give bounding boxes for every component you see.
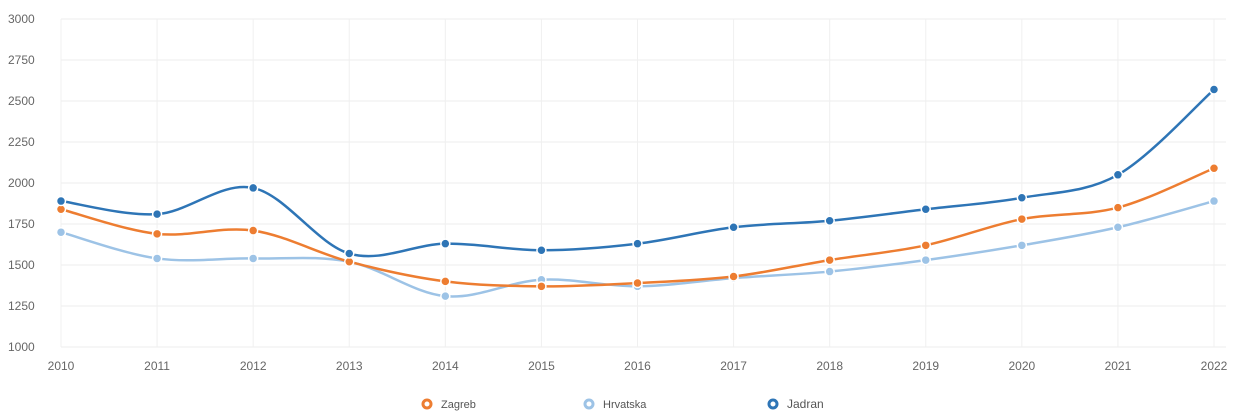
data-point[interactable] xyxy=(632,277,643,289)
y-tick-label: 1250 xyxy=(8,299,35,313)
data-point[interactable] xyxy=(920,240,931,251)
x-tick-label: 2021 xyxy=(1105,359,1132,373)
grid xyxy=(60,18,1226,348)
data-point[interactable] xyxy=(824,254,835,266)
x-tick-label: 2012 xyxy=(240,359,267,373)
y-tick-label: 1500 xyxy=(8,258,35,272)
y-tick-label: 2500 xyxy=(8,94,35,108)
legend-label: Jadran xyxy=(787,397,824,411)
legend-item-jadran[interactable]: Jadran xyxy=(767,397,824,411)
y-tick-label: 3000 xyxy=(8,12,35,26)
legend-marker-icon xyxy=(421,398,433,410)
data-point[interactable] xyxy=(1016,213,1028,225)
legend-item-zagreb[interactable]: Zagreb xyxy=(421,398,476,411)
data-point[interactable] xyxy=(1208,84,1220,95)
data-point[interactable] xyxy=(344,248,355,259)
data-point[interactable] xyxy=(1112,202,1124,213)
data-point[interactable] xyxy=(824,215,835,226)
data-point[interactable] xyxy=(440,238,451,249)
y-axis-ticks: 1000 1250 1500 1750 2000 2250 2500 2750 3000 xyxy=(8,12,35,354)
y-tick-label: 2250 xyxy=(8,135,35,149)
x-tick-label: 2018 xyxy=(816,359,843,373)
data-point[interactable] xyxy=(920,254,931,266)
data-point[interactable] xyxy=(440,290,451,302)
data-point[interactable] xyxy=(55,195,67,207)
data-point[interactable] xyxy=(920,203,931,215)
x-tick-label: 2010 xyxy=(48,359,75,373)
legend-item-hrvatska[interactable]: Hrvatska xyxy=(583,398,647,411)
data-point[interactable] xyxy=(1208,162,1220,174)
data-point[interactable] xyxy=(536,244,547,256)
series-jadran xyxy=(55,84,1220,259)
data-point[interactable] xyxy=(247,182,259,194)
data-point[interactable] xyxy=(151,228,163,240)
data-point[interactable] xyxy=(728,222,739,233)
x-tick-label: 2014 xyxy=(432,359,459,373)
data-point[interactable] xyxy=(536,281,547,292)
data-point[interactable] xyxy=(247,225,259,236)
x-tick-label: 2011 xyxy=(144,359,170,373)
x-tick-label: 2019 xyxy=(912,359,939,373)
data-point[interactable] xyxy=(824,266,835,277)
x-axis-ticks: 2010 2011 2012 2013 2014 2015 2016 2017 2018 2019… xyxy=(48,359,1228,373)
data-point[interactable] xyxy=(632,238,643,249)
data-point[interactable] xyxy=(1112,169,1124,181)
y-tick-label: 1000 xyxy=(8,340,35,354)
y-tick-label: 1750 xyxy=(8,217,35,231)
data-point[interactable] xyxy=(1208,195,1220,207)
data-point[interactable] xyxy=(151,253,163,264)
x-tick-label: 2016 xyxy=(624,359,651,373)
legend-label: Zagreb xyxy=(441,399,476,411)
x-tick-label: 2022 xyxy=(1201,359,1228,373)
data-point[interactable] xyxy=(151,208,163,220)
series-lines xyxy=(55,84,1220,302)
data-point[interactable] xyxy=(728,271,739,282)
x-tick-label: 2015 xyxy=(528,359,555,373)
legend: Zagreb Hrvatska Jadran xyxy=(421,397,824,411)
x-tick-label: 2017 xyxy=(720,359,747,373)
data-point[interactable] xyxy=(1016,192,1028,204)
x-tick-label: 2020 xyxy=(1008,359,1035,373)
legend-marker-icon xyxy=(767,398,779,410)
data-point[interactable] xyxy=(55,226,67,238)
data-point[interactable] xyxy=(440,276,451,287)
data-point[interactable] xyxy=(1112,222,1124,233)
data-point[interactable] xyxy=(247,253,259,264)
legend-marker-icon xyxy=(583,398,595,410)
data-point[interactable] xyxy=(1016,240,1028,251)
x-tick-label: 2013 xyxy=(336,359,363,373)
y-tick-label: 2000 xyxy=(8,176,35,190)
legend-label: Hrvatska xyxy=(603,399,647,411)
y-tick-label: 2750 xyxy=(8,53,35,67)
